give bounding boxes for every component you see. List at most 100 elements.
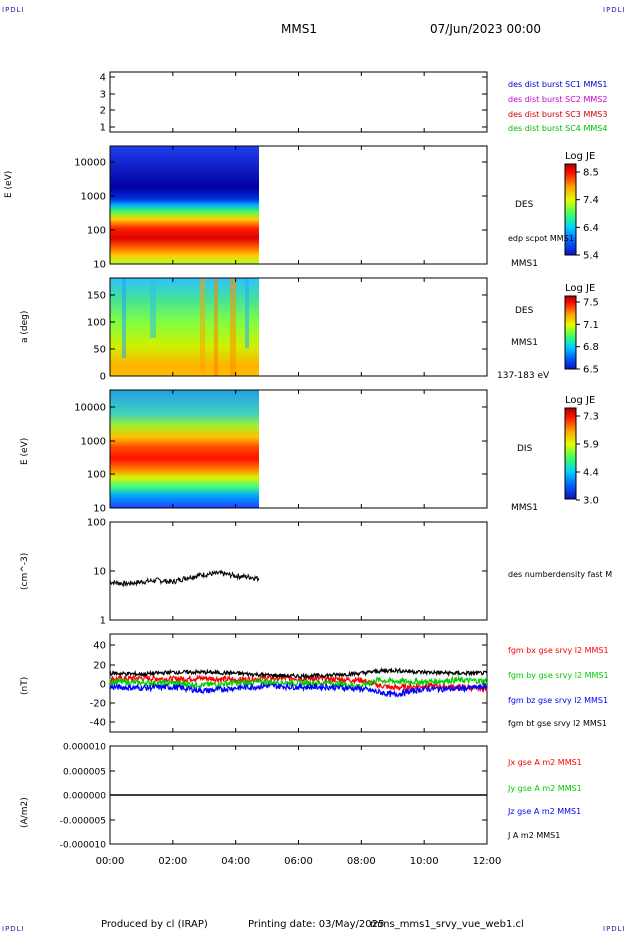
dis-energy-colorbar-title: Log JE bbox=[565, 395, 596, 406]
spacecraft-title: MMS1 bbox=[281, 22, 317, 36]
dis-energy-spectrogram bbox=[110, 390, 259, 508]
current-ylabel: (A/m2) bbox=[20, 797, 30, 828]
availability-legend-3: des dist burst SC3 MMS3 bbox=[508, 110, 608, 119]
des_energy-tick-label: 10000 bbox=[74, 158, 106, 169]
availability-legend-4: des dist burst SC4 MMS4 bbox=[508, 124, 608, 133]
des-pitch-instrument: DES bbox=[515, 306, 534, 316]
colorbar-tick-label: 5.4 bbox=[583, 251, 599, 262]
current-tick-label: -0.000005 bbox=[60, 817, 106, 827]
time-tick-label: 00:00 bbox=[96, 856, 125, 867]
des_energy-tick-label: 1000 bbox=[81, 192, 106, 203]
availability-legend-2: des dist burst SC2 MMS2 bbox=[508, 95, 608, 104]
colorbar-des-pitch bbox=[564, 295, 577, 370]
magnetic-legend-bt: fgm bt gse srvy l2 MMS1 bbox=[508, 719, 607, 728]
des-energy-spectrogram bbox=[110, 146, 259, 264]
magnetic-tick-label: -40 bbox=[90, 718, 106, 729]
magnetic-tick-label: 0 bbox=[100, 680, 106, 691]
current-legend-jz: Jz gse A m2 MMS1 bbox=[508, 807, 582, 816]
colorbar-tick-label: 6.8 bbox=[583, 342, 599, 353]
time-axis: 00:00 02:00 04:00 06:00 08:00 10:00 12:00 bbox=[96, 72, 502, 867]
colorbar-tick-label: 7.4 bbox=[583, 195, 599, 206]
corner-label-bottom-left: IPDLI bbox=[2, 925, 25, 933]
des-pitch-stripes bbox=[122, 278, 249, 376]
magnetic-line-by bbox=[109, 675, 488, 690]
time-tick-label: 06:00 bbox=[284, 856, 313, 867]
dis_energy-tick-label: 1000 bbox=[81, 437, 106, 448]
density-tick-label: 1 bbox=[100, 616, 106, 627]
colorbar-dis-energy bbox=[564, 407, 577, 500]
density-panel-frame bbox=[109, 521, 488, 621]
magnetic-legend-bx: fgm bx gse srvy l2 MMS1 bbox=[508, 646, 609, 655]
magnetic-line-bt bbox=[109, 666, 488, 680]
des-energy-ylabel: E (eV) bbox=[4, 170, 14, 198]
density-tick-label: 100 bbox=[87, 518, 106, 529]
dis_energy-tick-label: 10000 bbox=[74, 403, 106, 414]
density-ticks: 100 10 1 bbox=[87, 518, 487, 627]
des_pitch-tick-label: 0 bbox=[100, 372, 106, 383]
availability-tick-label: 2 bbox=[100, 106, 106, 117]
availability-tick-label: 4 bbox=[100, 73, 106, 84]
dis-energy-spacecraft: MMS1 bbox=[511, 503, 538, 513]
current-legend-jy: Jy gse A m2 MMS1 bbox=[508, 784, 582, 793]
availability-panel-frame bbox=[109, 71, 488, 133]
time-tick-label: 08:00 bbox=[347, 856, 376, 867]
colorbar-tick-label: 5.9 bbox=[583, 440, 599, 451]
current-legend-jx: Jx gse A m2 MMS1 bbox=[508, 758, 582, 767]
des-energy-colorbar-title: Log JE bbox=[565, 151, 596, 162]
magnetic-tick-label: 40 bbox=[93, 641, 106, 652]
current-tick-label: 0.000005 bbox=[63, 768, 106, 778]
magnetic-line-bz bbox=[109, 681, 488, 699]
density-ylabel: (cm^-3) bbox=[20, 552, 30, 590]
density-series bbox=[109, 569, 260, 588]
des-energy-ticks: 10000 1000 100 10 bbox=[74, 158, 487, 271]
dis-energy-ylabel: E (eV) bbox=[20, 437, 30, 465]
corner-label-top-right: IPDLI bbox=[603, 6, 626, 14]
footer-printing-date: Printing date: 03/May/2025 bbox=[248, 919, 385, 930]
time-tick-label: 12:00 bbox=[473, 856, 502, 867]
magnetic-legend-by: fgm by gse srvy l2 MMS1 bbox=[508, 671, 609, 680]
date-title: 07/Jun/2023 00:00 bbox=[430, 22, 542, 36]
corner-label-top-left: IPDLI bbox=[2, 6, 25, 14]
colorbar-tick-label: 7.3 bbox=[583, 412, 599, 423]
availability-tick-label: 3 bbox=[100, 90, 106, 101]
colorbar-tick-label: 8.5 bbox=[583, 168, 599, 179]
magnetic-series bbox=[109, 666, 488, 699]
colorbar-tick-label: 6.5 bbox=[583, 365, 599, 376]
des-pitch-ticks: 150 100 50 0 bbox=[87, 291, 487, 383]
des_pitch-tick-label: 150 bbox=[87, 291, 106, 302]
dis-energy-ticks: 10000 1000 100 10 bbox=[74, 403, 487, 515]
footer-produced-by: Produced by cl (IRAP) bbox=[101, 919, 208, 930]
time-tick-label: 04:00 bbox=[221, 856, 250, 867]
dis-energy-instrument: DIS bbox=[517, 444, 533, 454]
des-pitch-colorbar-title: Log JE bbox=[565, 283, 596, 294]
des_pitch-tick-label: 100 bbox=[87, 318, 106, 329]
availability-tick-label: 1 bbox=[100, 123, 106, 134]
des-energy-instrument: DES bbox=[515, 200, 534, 210]
density-line bbox=[109, 569, 260, 588]
des-pitch-energy-range: 137-183 eV bbox=[497, 371, 550, 381]
current-tick-label: 0.000010 bbox=[63, 743, 106, 753]
availability-legend-1: des dist burst SC1 MMS1 bbox=[508, 80, 608, 89]
magnetic-legend-bz: fgm bz gse srvy l2 MMS1 bbox=[508, 696, 609, 705]
current-ticks: 0.000010 0.000005 0.000000 -0.000005 -0.0000… bbox=[60, 743, 487, 851]
des_pitch-tick-label: 50 bbox=[93, 345, 106, 356]
des-pitch-ylabel: a (deg) bbox=[20, 310, 30, 343]
colorbar-ticks: 8.5 7.4 6.4 5.4 7.5 7.1 6.8 6.5 7.3 5.9 4.4 3.0 bbox=[576, 168, 599, 507]
des-pitch-spectrogram bbox=[110, 278, 259, 376]
time-tick-label: 02:00 bbox=[158, 856, 187, 867]
time-tick-label: 10:00 bbox=[410, 856, 439, 867]
corner-label-bottom-right: IPDLI bbox=[603, 925, 626, 933]
des-pitch-spacecraft: MMS1 bbox=[511, 338, 538, 348]
current-tick-label: 0.000000 bbox=[63, 792, 106, 802]
magnetic-tick-label: 20 bbox=[93, 661, 106, 672]
current-tick-label: -0.000010 bbox=[60, 841, 106, 851]
magnetic-tick-label: -20 bbox=[90, 699, 106, 710]
density-tick-label: 10 bbox=[93, 567, 106, 578]
colorbar-tick-label: 7.5 bbox=[583, 298, 599, 309]
colorbar-des-energy bbox=[564, 163, 577, 256]
density-legend: des numberdensity fast M bbox=[508, 570, 613, 579]
des_energy-tick-label: 100 bbox=[87, 226, 106, 237]
dis_energy-tick-label: 10 bbox=[93, 504, 106, 515]
des-energy-spacecraft: MMS1 bbox=[511, 259, 538, 269]
